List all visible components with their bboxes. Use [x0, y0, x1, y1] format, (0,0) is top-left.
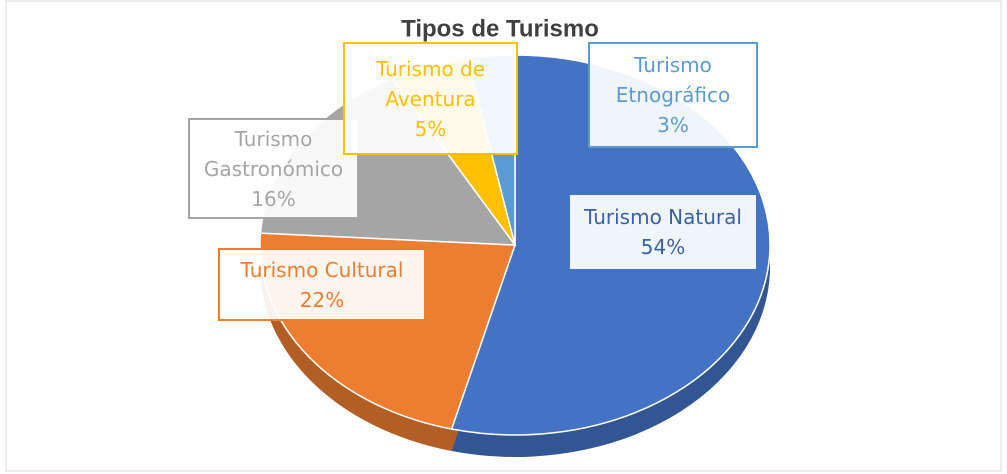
label-percent: 5% [414, 116, 447, 141]
data-label-text: Turismo Natural 54% [584, 202, 742, 262]
data-label: Turismo Gastronómico 16% [188, 118, 359, 219]
data-label-box: Turismo Etnográfico 3% [588, 42, 758, 148]
label-category: Turismo de Aventura [375, 56, 486, 111]
data-label-box: Turismo Natural 54% [570, 195, 756, 269]
data-label-text: Turismo Cultural 22% [241, 255, 404, 315]
data-label: Turismo de Aventura 5% [343, 42, 518, 155]
label-percent: 16% [251, 186, 296, 211]
data-label: Turismo Cultural 22% [218, 248, 426, 321]
data-label-text: Turismo de Aventura 5% [345, 54, 516, 144]
label-percent: 3% [657, 113, 689, 137]
label-percent: 22% [299, 287, 345, 312]
data-label-text: Turismo Etnográfico 3% [590, 50, 756, 140]
data-label-text: Turismo Gastronómico 16% [190, 124, 357, 214]
data-label: Turismo Natural 54% [570, 195, 756, 269]
data-label-box: Turismo Cultural 22% [218, 248, 426, 321]
label-category: Turismo Natural [584, 205, 742, 229]
data-label-box: Turismo Gastronómico 16% [188, 118, 359, 219]
label-percent: 54% [640, 235, 686, 259]
chart-title: Tipos de Turismo [401, 15, 599, 42]
label-category: Turismo Cultural [240, 257, 404, 282]
data-label: Turismo Etnográfico 3% [588, 42, 758, 148]
label-category: Turismo Gastronómico [203, 126, 344, 181]
label-category: Turismo Etnográfico [615, 53, 731, 107]
data-label-box: Turismo de Aventura 5% [343, 42, 518, 155]
